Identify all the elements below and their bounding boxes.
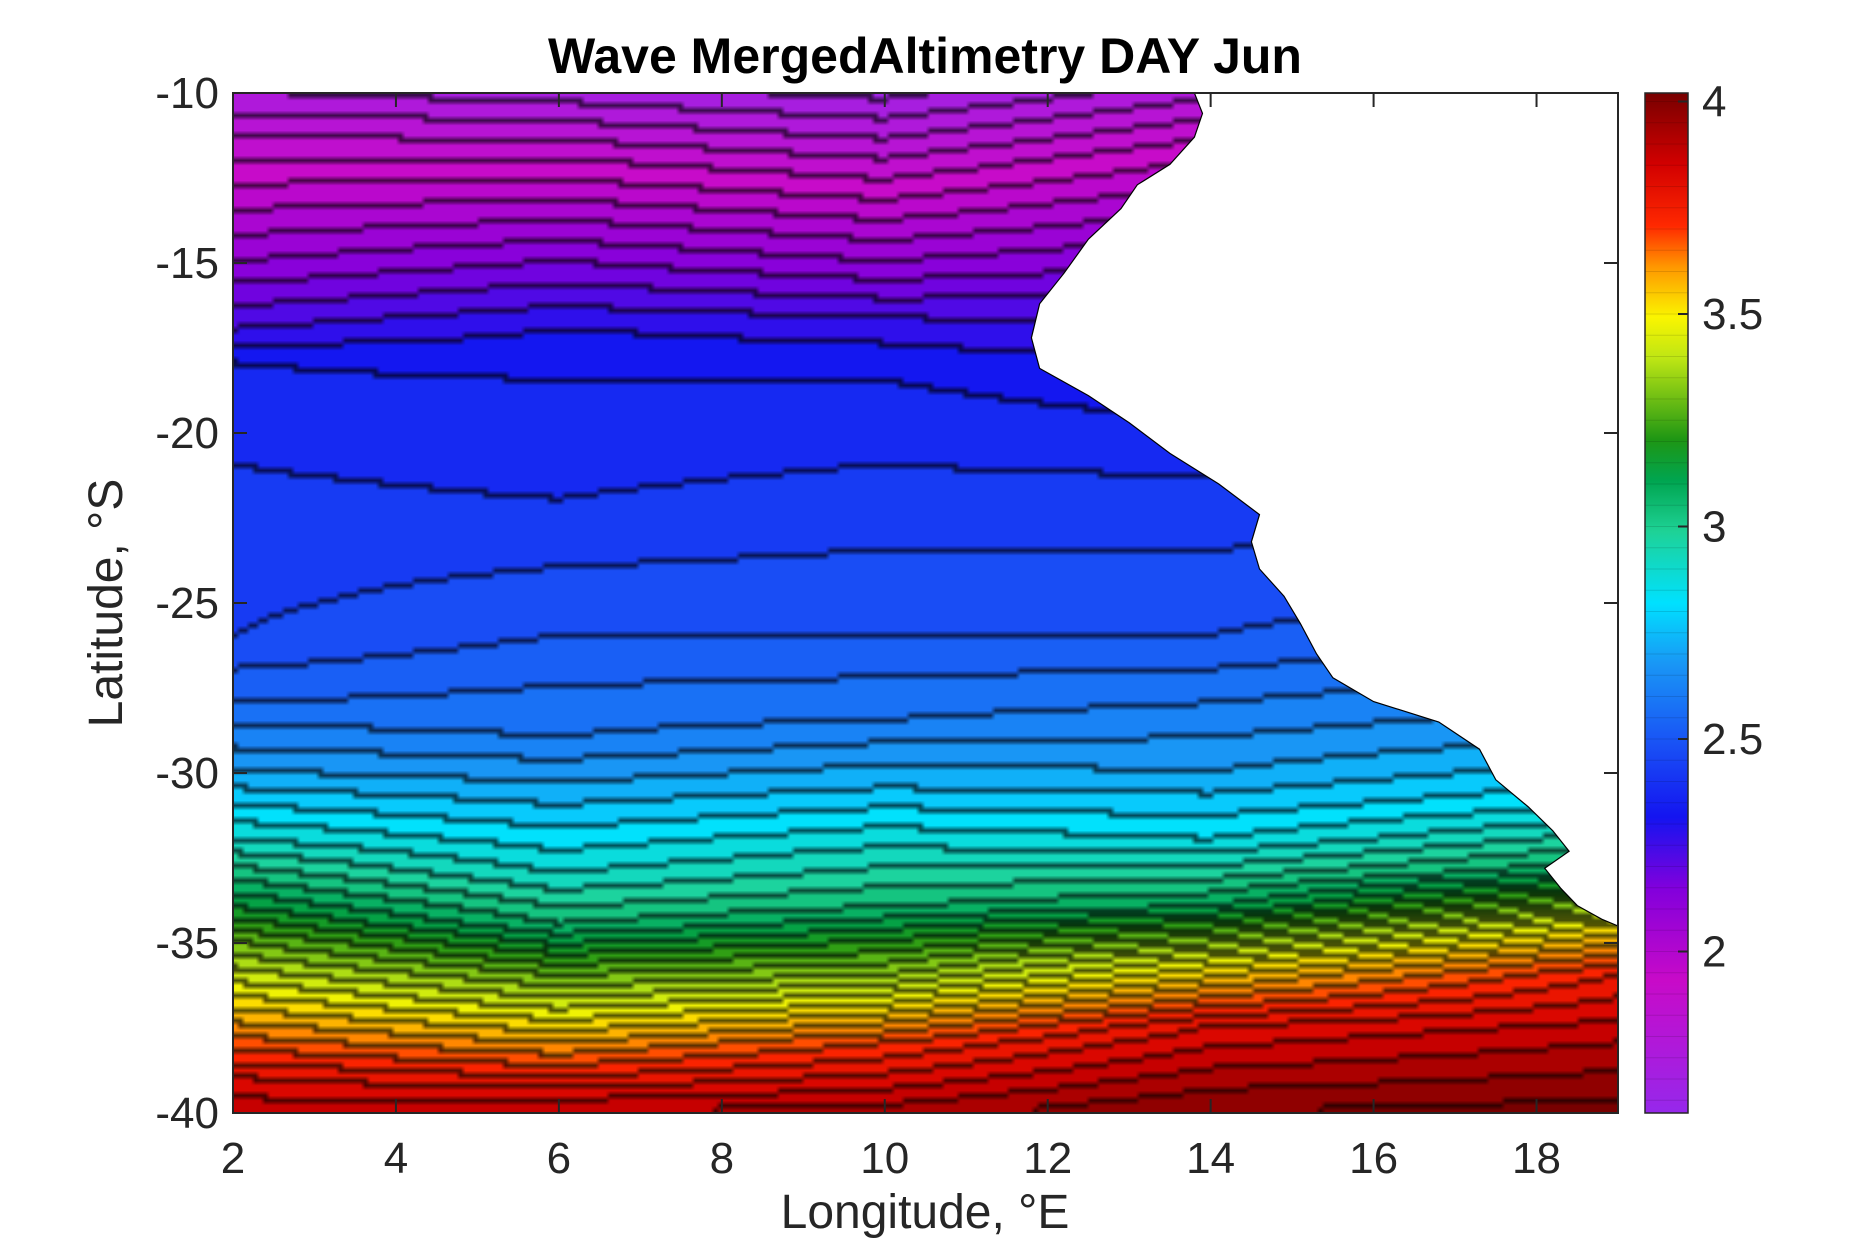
x-tick-label: 10 bbox=[860, 1134, 909, 1183]
plot-area bbox=[233, 93, 1618, 1113]
x-tick-label: 4 bbox=[384, 1134, 408, 1183]
y-tick-label: -40 bbox=[155, 1089, 219, 1138]
y-tick-label: -15 bbox=[155, 239, 219, 288]
x-tick-label: 16 bbox=[1349, 1134, 1398, 1183]
y-tick-label: -10 bbox=[155, 69, 219, 118]
y-axis: -10 -15 -20 -25 -30 -35 -40 bbox=[155, 69, 1618, 1138]
y-tick-label: -25 bbox=[155, 579, 219, 628]
y-tick-label: -20 bbox=[155, 409, 219, 458]
x-tick-label: 6 bbox=[547, 1134, 571, 1183]
colorbar-ticks: 2 2.5 3 3.5 4 bbox=[1678, 78, 1763, 977]
colorbar-tick-label: 3.5 bbox=[1702, 290, 1763, 339]
colorbar-tick-label: 3 bbox=[1702, 503, 1726, 552]
y-axis-label: Latitude, °S bbox=[80, 479, 133, 728]
x-tick-label: 18 bbox=[1512, 1134, 1561, 1183]
colorbar-tick-label: 2 bbox=[1702, 928, 1726, 977]
y-tick-label: -30 bbox=[155, 749, 219, 798]
x-axis: 2 4 6 8 10 12 14 16 18 bbox=[221, 93, 1561, 1183]
x-axis-label: Longitude, °E bbox=[781, 1186, 1070, 1239]
chart-title: Wave MergedAltimetry DAY Jun bbox=[548, 28, 1302, 84]
x-tick-label: 14 bbox=[1186, 1134, 1235, 1183]
x-tick-label: 2 bbox=[221, 1134, 245, 1183]
x-tick-label: 8 bbox=[710, 1134, 734, 1183]
y-tick-label: -35 bbox=[155, 919, 219, 968]
colorbar-frame bbox=[1644, 92, 1689, 1114]
land-mask bbox=[1030, 93, 1618, 927]
colorbar-fill bbox=[1645, 93, 1688, 1113]
x-tick-label: 12 bbox=[1023, 1134, 1072, 1183]
colorbar-tick-label: 4 bbox=[1702, 78, 1726, 127]
colorbar-band-lines bbox=[1645, 101, 1688, 1101]
colorbar-tick-label: 2.5 bbox=[1702, 715, 1763, 764]
colorbar: 2 2.5 3 3.5 4 bbox=[1644, 78, 1763, 1114]
